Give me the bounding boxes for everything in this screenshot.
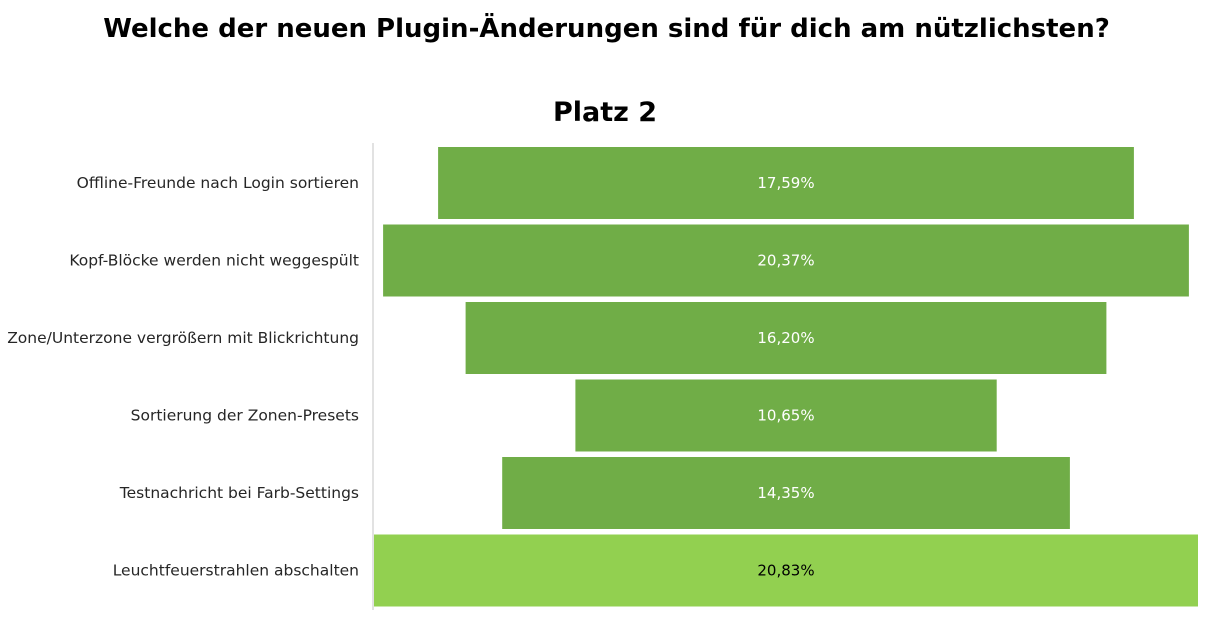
category-label-5: Leuchtfeuerstrahlen abschalten <box>113 562 359 580</box>
bar-5 <box>374 534 1198 607</box>
category-label-3: Sortierung der Zonen-Presets <box>131 407 359 425</box>
bar-value-label-4: 14,35% <box>757 484 814 502</box>
category-label-2: Zone/Unterzone vergrößern mit Blickricht… <box>7 329 359 347</box>
category-label-1: Kopf-Blöcke werden nicht weggespült <box>69 252 359 270</box>
bar-2 <box>465 302 1107 374</box>
bar-value-label-3: 10,65% <box>757 407 814 425</box>
category-label-0: Offline-Freunde nach Login sortieren <box>77 174 359 192</box>
bar-1 <box>383 224 1189 297</box>
bar-value-label-1: 20,37% <box>757 252 814 270</box>
bar-value-label-5: 20,83% <box>757 562 814 580</box>
category-label-4: Testnachricht bei Farb-Settings <box>119 484 359 502</box>
bar-value-label-0: 17,59% <box>757 174 814 192</box>
bar-0 <box>438 147 1134 219</box>
bar-value-label-2: 16,20% <box>757 329 814 347</box>
chart-subtitle: Platz 2 <box>552 97 658 128</box>
chart-title: Welche der neuen Plugin-Änderungen sind … <box>103 14 1110 44</box>
bar-3 <box>575 379 997 452</box>
bar-4 <box>502 457 1070 529</box>
